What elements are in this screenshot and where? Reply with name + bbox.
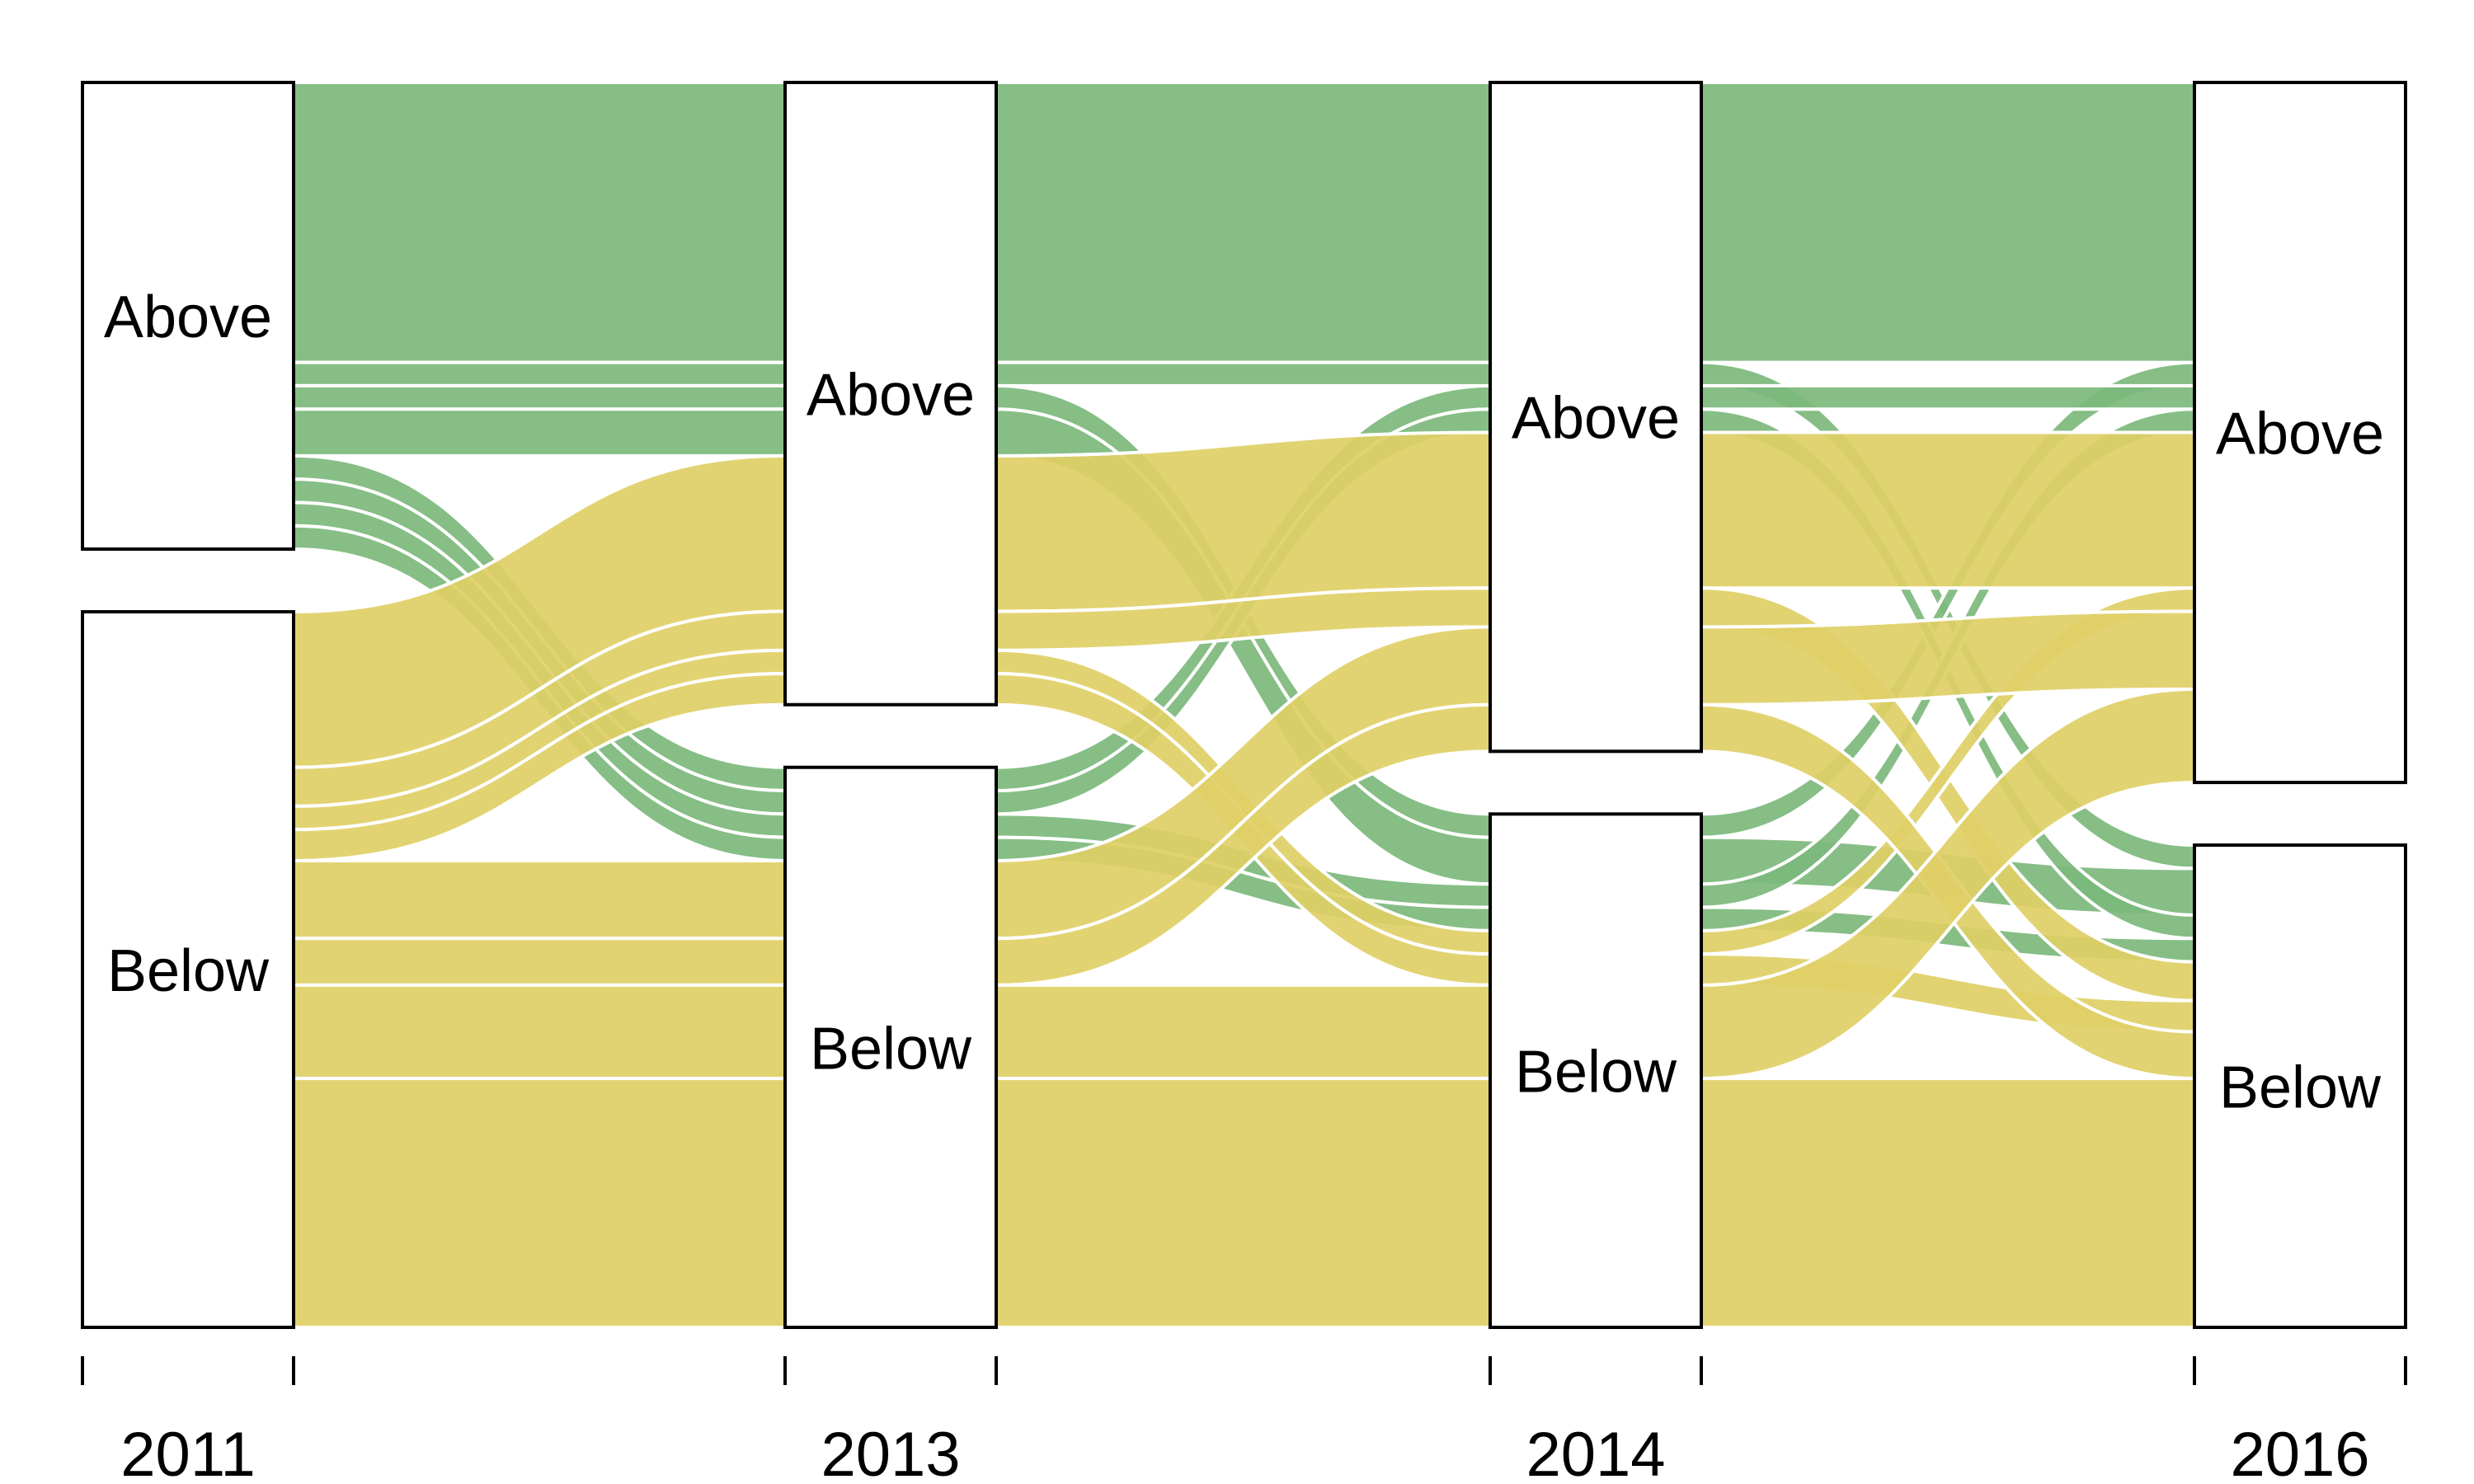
node-label: Above	[807, 362, 975, 428]
node-label: Above	[104, 284, 272, 350]
node-2011-below: Below	[81, 610, 295, 1329]
node-label: Below	[107, 938, 270, 1004]
flow-below-below-above-below-seg-1	[292, 937, 787, 987]
flows-layer	[292, 80, 2196, 1330]
axis-label-2011: 2011	[120, 1420, 255, 1484]
flow-above-above-above-above-seg-3	[1700, 80, 2196, 364]
node-label: Above	[1512, 386, 1680, 452]
flow-below-below-below-below-seg-3	[1700, 1077, 2196, 1330]
flow-below-below-above-above-seg-1	[292, 858, 787, 941]
axis-label-2013: 2013	[821, 1420, 960, 1484]
node-rect	[1489, 812, 1703, 1329]
flow-below-below-below-above-seg-2	[995, 983, 1492, 1081]
node-2014-below: Below	[1489, 812, 1703, 1329]
node-2013-below: Below	[783, 765, 998, 1329]
node-label: Below	[1515, 1040, 1677, 1106]
flow-below-below-below-below-seg-1	[292, 1077, 787, 1330]
nodes-layer: Above Below Above Below Above Below Above Below	[81, 81, 2407, 1330]
flow-below-above-above-above-seg-3	[1700, 430, 2196, 590]
flow-above-above-below-above-seg-1	[292, 383, 787, 411]
node-rect	[1489, 81, 1703, 754]
axis-label-2016: 2016	[2230, 1420, 2369, 1484]
node-rect	[81, 610, 295, 1329]
node-label: Below	[810, 1016, 972, 1082]
flow-below-above-above-above-seg-2	[995, 430, 1492, 613]
node-rect	[81, 81, 295, 552]
node-2013-above: Above	[783, 81, 998, 707]
node-rect	[2193, 843, 2407, 1330]
node-2016-above: Above	[2193, 81, 2407, 785]
node-rect	[783, 765, 998, 1329]
node-2011-above: Above	[81, 81, 295, 552]
flow-above-above-above-above-seg-1	[292, 80, 787, 364]
axis-layer: 2011 2013 2014 2016	[81, 1356, 2407, 1484]
node-rect	[2193, 81, 2407, 785]
node-rect	[783, 81, 998, 707]
flow-above-above-above-below-seg-1	[292, 360, 787, 387]
flow-above-above-below-below-seg-1	[292, 407, 787, 458]
node-label: Above	[2216, 402, 2384, 467]
flow-above-above-above-below-seg-2	[995, 360, 1492, 387]
node-label: Below	[2219, 1055, 2382, 1121]
axis-label-2014: 2014	[1526, 1420, 1665, 1484]
node-2016-below: Below	[2193, 843, 2407, 1330]
flow-above-above-above-above-seg-2	[995, 80, 1492, 364]
flow-below-below-above-above-seg-3	[1700, 609, 2196, 707]
flow-above-below-above-above-seg-3	[1700, 383, 2196, 411]
node-2014-above: Above	[1489, 81, 1703, 754]
flow-below-below-below-above-seg-1	[292, 983, 787, 1081]
flow-below-below-below-below-seg-2	[995, 1077, 1492, 1330]
